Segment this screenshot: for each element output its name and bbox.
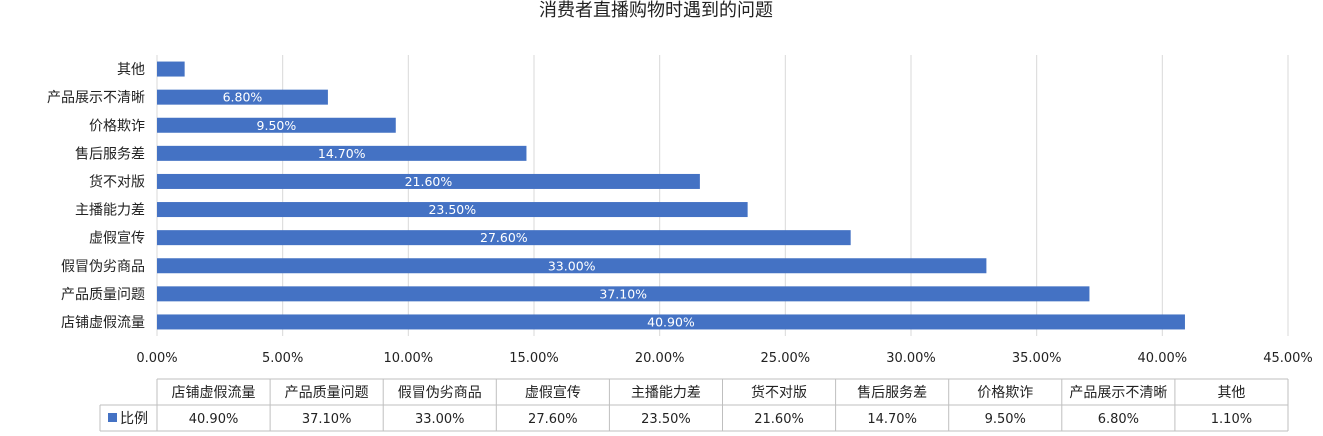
- category-label: 产品展示不清晰: [47, 90, 145, 106]
- data-label: 33.00%: [548, 258, 596, 273]
- category-label: 假冒伪劣商品: [61, 259, 145, 275]
- table-cell: 14.70%: [867, 412, 917, 427]
- x-tick-label: 15.00%: [509, 351, 559, 366]
- table-cell: 1.10%: [1211, 412, 1252, 427]
- category-label: 价格欺诈: [89, 118, 145, 134]
- x-tick-label: 20.00%: [635, 351, 685, 366]
- x-tick-label: 5.00%: [262, 351, 303, 366]
- legend-label: 比例: [120, 411, 148, 427]
- bar: [157, 314, 1185, 330]
- bars: 40.90%37.10%33.00% 27.60% 23.50% 21.60% 14.7…: [157, 61, 1185, 330]
- x-tick-label: 25.00%: [761, 351, 811, 366]
- bar: [157, 89, 328, 105]
- table-header: 售后服务差: [857, 385, 927, 401]
- chart-title: 消费者直播购物时遇到的问题: [539, 0, 773, 21]
- table-header: 主播能力差: [631, 385, 701, 401]
- category-label: 货不对版: [89, 173, 145, 190]
- category-label: 售后服务差: [75, 146, 145, 162]
- bar: [157, 202, 748, 218]
- data-label: 23.50%: [428, 202, 476, 217]
- x-tick-labels: 0.00% 5.00% 10.00% 15.00% 20.00% 25.00% 30.00%…: [136, 351, 1312, 366]
- bar: [157, 286, 1090, 302]
- table-header: 产品展示不清晰: [1069, 385, 1167, 401]
- category-label: 店铺虚假流量: [61, 315, 145, 331]
- data-label: 27.60%: [480, 230, 528, 245]
- table-header: 虚假宣传: [525, 385, 581, 401]
- legend-swatch: [108, 413, 117, 422]
- data-label: 37.10%: [599, 286, 647, 301]
- table-header: 店铺虚假流量: [172, 385, 256, 401]
- data-label: 6.80%: [223, 90, 263, 105]
- table-header: 产品质量问题: [285, 385, 369, 401]
- data-table: 店铺虚假流量 40.90% 产品质量问题 37.10% 假冒伪劣商品 33.00% 虚假宣传…: [99, 378, 1289, 432]
- table-header: 货不对版: [751, 384, 807, 401]
- table-cell: 33.00%: [415, 412, 465, 427]
- table-cell: 27.60%: [528, 412, 578, 427]
- table-header: 价格欺诈: [977, 385, 1033, 401]
- category-label: 主播能力差: [75, 203, 145, 219]
- data-label: 21.60%: [405, 174, 453, 189]
- table-cell: 40.90%: [189, 412, 239, 427]
- category-label: 其他: [117, 62, 145, 78]
- x-tick-label: 45.00%: [1263, 351, 1313, 366]
- table-cell: 6.80%: [1098, 412, 1139, 427]
- data-label: 40.90%: [647, 314, 695, 329]
- table-cell: 9.50%: [985, 412, 1026, 427]
- x-tick-label: 0.00%: [136, 351, 177, 366]
- category-label: 虚假宣传: [89, 231, 145, 247]
- table-header: 其他: [1217, 385, 1245, 401]
- table-header: 假冒伪劣商品: [398, 385, 482, 401]
- table-cell: 37.10%: [302, 412, 352, 427]
- x-tick-label: 35.00%: [1012, 351, 1062, 366]
- bar: [157, 173, 700, 189]
- data-label: 14.70%: [318, 146, 366, 161]
- table-cell: 21.60%: [754, 412, 804, 427]
- bar: [157, 61, 185, 77]
- bar: [157, 258, 987, 274]
- x-tick-label: 30.00%: [886, 351, 936, 366]
- table-cell: 23.50%: [641, 412, 691, 427]
- bar: [157, 117, 396, 133]
- data-label: 9.50%: [257, 118, 297, 133]
- x-tick-label: 10.00%: [384, 351, 434, 366]
- x-tick-label: 40.00%: [1138, 351, 1188, 366]
- bar: [157, 230, 851, 246]
- category-label: 产品质量问题: [61, 287, 145, 303]
- bar: [157, 145, 527, 161]
